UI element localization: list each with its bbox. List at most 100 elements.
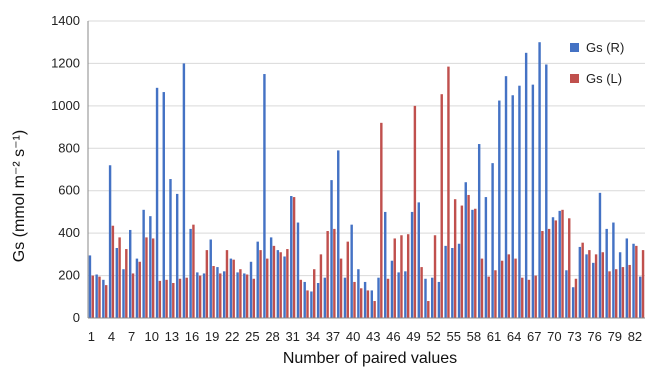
bar-gs-r: [524, 52, 528, 318]
bar-gs-r: [350, 224, 353, 318]
bar-gs-l: [286, 249, 289, 318]
bar-gs-l: [554, 220, 558, 318]
bar-gs-r: [243, 273, 246, 318]
bar-gs-l: [514, 258, 517, 318]
bar-gs-r: [511, 95, 514, 318]
bar-gs-r: [283, 256, 286, 318]
bar-gs-r: [538, 42, 541, 319]
bar-gs-l: [453, 199, 457, 318]
x-tick-label: 61: [487, 329, 501, 344]
bar-gs-r: [410, 211, 414, 318]
bar-gs-l: [198, 275, 202, 318]
bar-gs-r: [88, 255, 92, 318]
bar-gs-l: [400, 235, 403, 318]
bar-gs-l: [635, 245, 638, 318]
bar-gs-l: [339, 258, 343, 318]
x-tick-label: 1: [88, 329, 95, 344]
bar-gs-l: [628, 264, 631, 318]
y-tick-label: 800: [58, 140, 80, 155]
bar-gs-r: [337, 150, 340, 318]
bar-gs-r: [531, 84, 535, 318]
bar-gs-r: [578, 246, 582, 318]
bar-gs-l: [91, 275, 94, 318]
x-tick-label: 7: [128, 329, 135, 344]
bar-gs-l: [561, 209, 564, 318]
bar-gs-r: [276, 250, 280, 318]
bar-gs-r: [424, 278, 427, 318]
bar-gs-r: [457, 243, 461, 318]
y-tick-label: 1400: [51, 13, 80, 28]
legend-swatch-r: [570, 43, 579, 52]
bar-gs-l: [346, 241, 349, 318]
bar-gs-l: [219, 273, 222, 318]
x-tick-labels: 1 4 7 10 13 16 19 22 25 28 31 34 37 40 43 46 49 52 55 58 61 6…: [88, 329, 642, 344]
bar-gs-r: [343, 277, 347, 318]
bar-gs-r: [571, 287, 575, 318]
bar-gs-l: [192, 224, 195, 318]
bar-gs-l: [259, 250, 262, 318]
bar-gs-l: [480, 258, 484, 318]
bar-gs-l: [547, 228, 551, 318]
x-tick-label: 22: [225, 329, 239, 344]
bar-gs-r: [477, 144, 481, 318]
bar-gs-r: [169, 179, 172, 318]
bar-gs-l: [279, 252, 282, 318]
bar-gs-l: [326, 231, 329, 318]
bar-gs-l: [527, 279, 531, 318]
bar-gs-r: [639, 276, 642, 318]
bar-gs-l: [500, 260, 504, 318]
x-tick-label: 73: [567, 329, 581, 344]
bar-gs-l: [433, 235, 437, 318]
bar-gs-r: [216, 267, 219, 318]
bar-gs-r: [209, 239, 212, 318]
bar-gs-l: [568, 218, 571, 318]
bar-gs-l: [534, 275, 537, 318]
bar-gs-r: [598, 192, 602, 318]
gridlines: [88, 20, 645, 277]
bar-gs-r: [269, 237, 273, 318]
bar-gs-r: [135, 258, 139, 318]
x-tick-label: 19: [205, 329, 219, 344]
x-tick-label: 58: [467, 329, 481, 344]
y-tick-label: 400: [58, 225, 80, 240]
bar-gs-l: [460, 205, 464, 318]
bar-gs-l: [366, 290, 370, 318]
x-tick-label: 76: [587, 329, 601, 344]
bar-gs-l: [266, 258, 269, 318]
bar-gs-l: [125, 249, 128, 318]
bar-gs-l: [406, 234, 410, 318]
bar-gs-r: [545, 64, 548, 319]
bar-gs-l: [272, 245, 276, 318]
legend-swatch-l: [570, 74, 579, 83]
x-tick-label: 10: [145, 329, 159, 344]
bar-gs-l: [373, 301, 376, 318]
y-tick-labels: 0 200 400 600 800 1000 1200 1400: [51, 13, 80, 325]
bar-gs-r: [504, 76, 508, 318]
bar-gs-l: [232, 259, 235, 318]
bar-gs-r: [115, 247, 118, 318]
bar-gs-r: [498, 100, 501, 318]
bar-gs-r: [437, 281, 441, 318]
x-tick-label: 34: [306, 329, 320, 344]
bar-gs-l: [239, 269, 242, 318]
x-tick-label: 46: [386, 329, 400, 344]
bar-gs-l: [172, 283, 175, 318]
bar-gs-r: [417, 202, 420, 318]
bar-gs-r: [585, 254, 588, 318]
bar-gs-r: [551, 217, 555, 318]
bar-gs-l: [608, 271, 611, 318]
bar-gs-r: [196, 272, 199, 318]
bar-gs-l: [333, 228, 336, 318]
bar-gs-l: [494, 270, 497, 318]
x-tick-label: 43: [366, 329, 380, 344]
bar-gs-r: [430, 277, 434, 318]
bar-gs-r: [263, 74, 266, 318]
bar-gs-r: [149, 216, 152, 318]
bar-gs-l: [467, 194, 470, 318]
bar-gs-l: [178, 278, 182, 318]
x-tick-label: 28: [265, 329, 279, 344]
bar-gs-r: [122, 269, 125, 318]
bar-gs-l: [413, 105, 417, 318]
bar-gs-r: [558, 210, 561, 318]
